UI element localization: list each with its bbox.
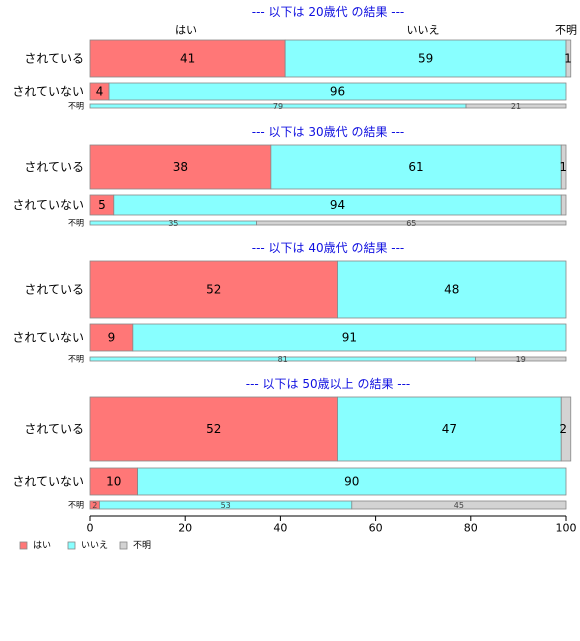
value-label: 10 <box>106 475 121 489</box>
value-label: 47 <box>442 422 457 436</box>
legend-label: 不明 <box>133 540 151 551</box>
bar-segment <box>560 396 572 462</box>
bar-segment <box>132 323 567 352</box>
row-label: されていない <box>12 475 84 489</box>
bar-segment <box>337 396 562 462</box>
value-label: 35 <box>168 219 178 228</box>
panel-title: --- 以下は 50歳以上 の結果 --- <box>246 377 411 391</box>
value-label: 19 <box>516 355 526 364</box>
bar-segment <box>284 39 567 78</box>
value-label: 94 <box>330 198 345 212</box>
bar-segment <box>108 82 567 101</box>
value-label: 91 <box>342 331 357 345</box>
value-label: 1 <box>564 52 572 66</box>
panel-title: --- 以下は 40歳代 の結果 --- <box>252 241 405 255</box>
legend-label: はい <box>33 540 51 551</box>
value-label: 9 <box>108 331 116 345</box>
row-label-unknown: 不明 <box>68 501 84 510</box>
value-label: 21 <box>511 102 521 111</box>
row-label: されていない <box>12 85 84 99</box>
bar-segment <box>89 323 134 352</box>
bar-segment <box>351 500 567 510</box>
value-label: 81 <box>278 355 288 364</box>
row-label: されている <box>24 52 84 66</box>
row-label-unknown: 不明 <box>68 219 84 228</box>
value-label: 45 <box>454 501 464 510</box>
bar-segment <box>565 39 572 78</box>
row-label: されていない <box>12 331 84 345</box>
legend-swatch <box>67 541 76 550</box>
value-label: 4 <box>96 85 104 99</box>
column-header: いいえ <box>407 24 440 37</box>
value-label: 90 <box>344 475 359 489</box>
row-label: されている <box>24 283 84 297</box>
value-label: 48 <box>444 283 459 297</box>
value-label: 59 <box>418 52 433 66</box>
row-label: されている <box>24 422 84 436</box>
value-label: 2 <box>92 501 97 510</box>
legend-swatch <box>119 541 128 550</box>
bar-segment <box>89 260 338 319</box>
legend-label: いいえ <box>81 540 108 551</box>
bar-segment <box>560 144 567 190</box>
bar-segment <box>89 396 338 462</box>
value-label: 52 <box>206 422 221 436</box>
x-tick-label: 100 <box>556 522 577 535</box>
value-label: 2 <box>559 422 567 436</box>
bar-segment <box>465 103 567 109</box>
bar-segment <box>89 467 138 496</box>
bar-segment <box>89 39 286 78</box>
value-label: 61 <box>408 160 423 174</box>
bar-segment <box>475 356 567 362</box>
panel-title: --- 以下は 30歳代 の結果 --- <box>252 125 405 139</box>
row-label: されている <box>24 160 84 174</box>
x-tick-label: 40 <box>273 522 287 535</box>
bar-segment <box>560 194 567 216</box>
legend-swatch <box>19 541 28 550</box>
column-header: はい <box>175 24 197 37</box>
value-label: 5 <box>98 198 106 212</box>
bar-segment <box>89 144 272 190</box>
x-tick-label: 80 <box>464 522 478 535</box>
column-header: 不明 <box>555 24 577 37</box>
value-label: 38 <box>173 160 188 174</box>
row-label-unknown: 不明 <box>68 355 84 364</box>
value-label: 79 <box>273 102 283 111</box>
bar-segment <box>137 467 567 496</box>
value-label: 53 <box>221 501 231 510</box>
bar-segment <box>256 220 567 226</box>
value-label: 1 <box>559 160 567 174</box>
row-label: されていない <box>12 198 84 212</box>
value-label: 96 <box>330 85 345 99</box>
value-label: 52 <box>206 283 221 297</box>
bar-segment <box>337 260 567 319</box>
value-label: 65 <box>406 219 416 228</box>
x-tick-label: 0 <box>87 522 94 535</box>
x-tick-label: 60 <box>369 522 383 535</box>
value-label: 41 <box>180 52 195 66</box>
row-label-unknown: 不明 <box>68 102 84 111</box>
panel-title: --- 以下は 20歳代 の結果 --- <box>252 5 405 19</box>
bar-segment <box>270 144 562 190</box>
x-tick-label: 20 <box>178 522 192 535</box>
